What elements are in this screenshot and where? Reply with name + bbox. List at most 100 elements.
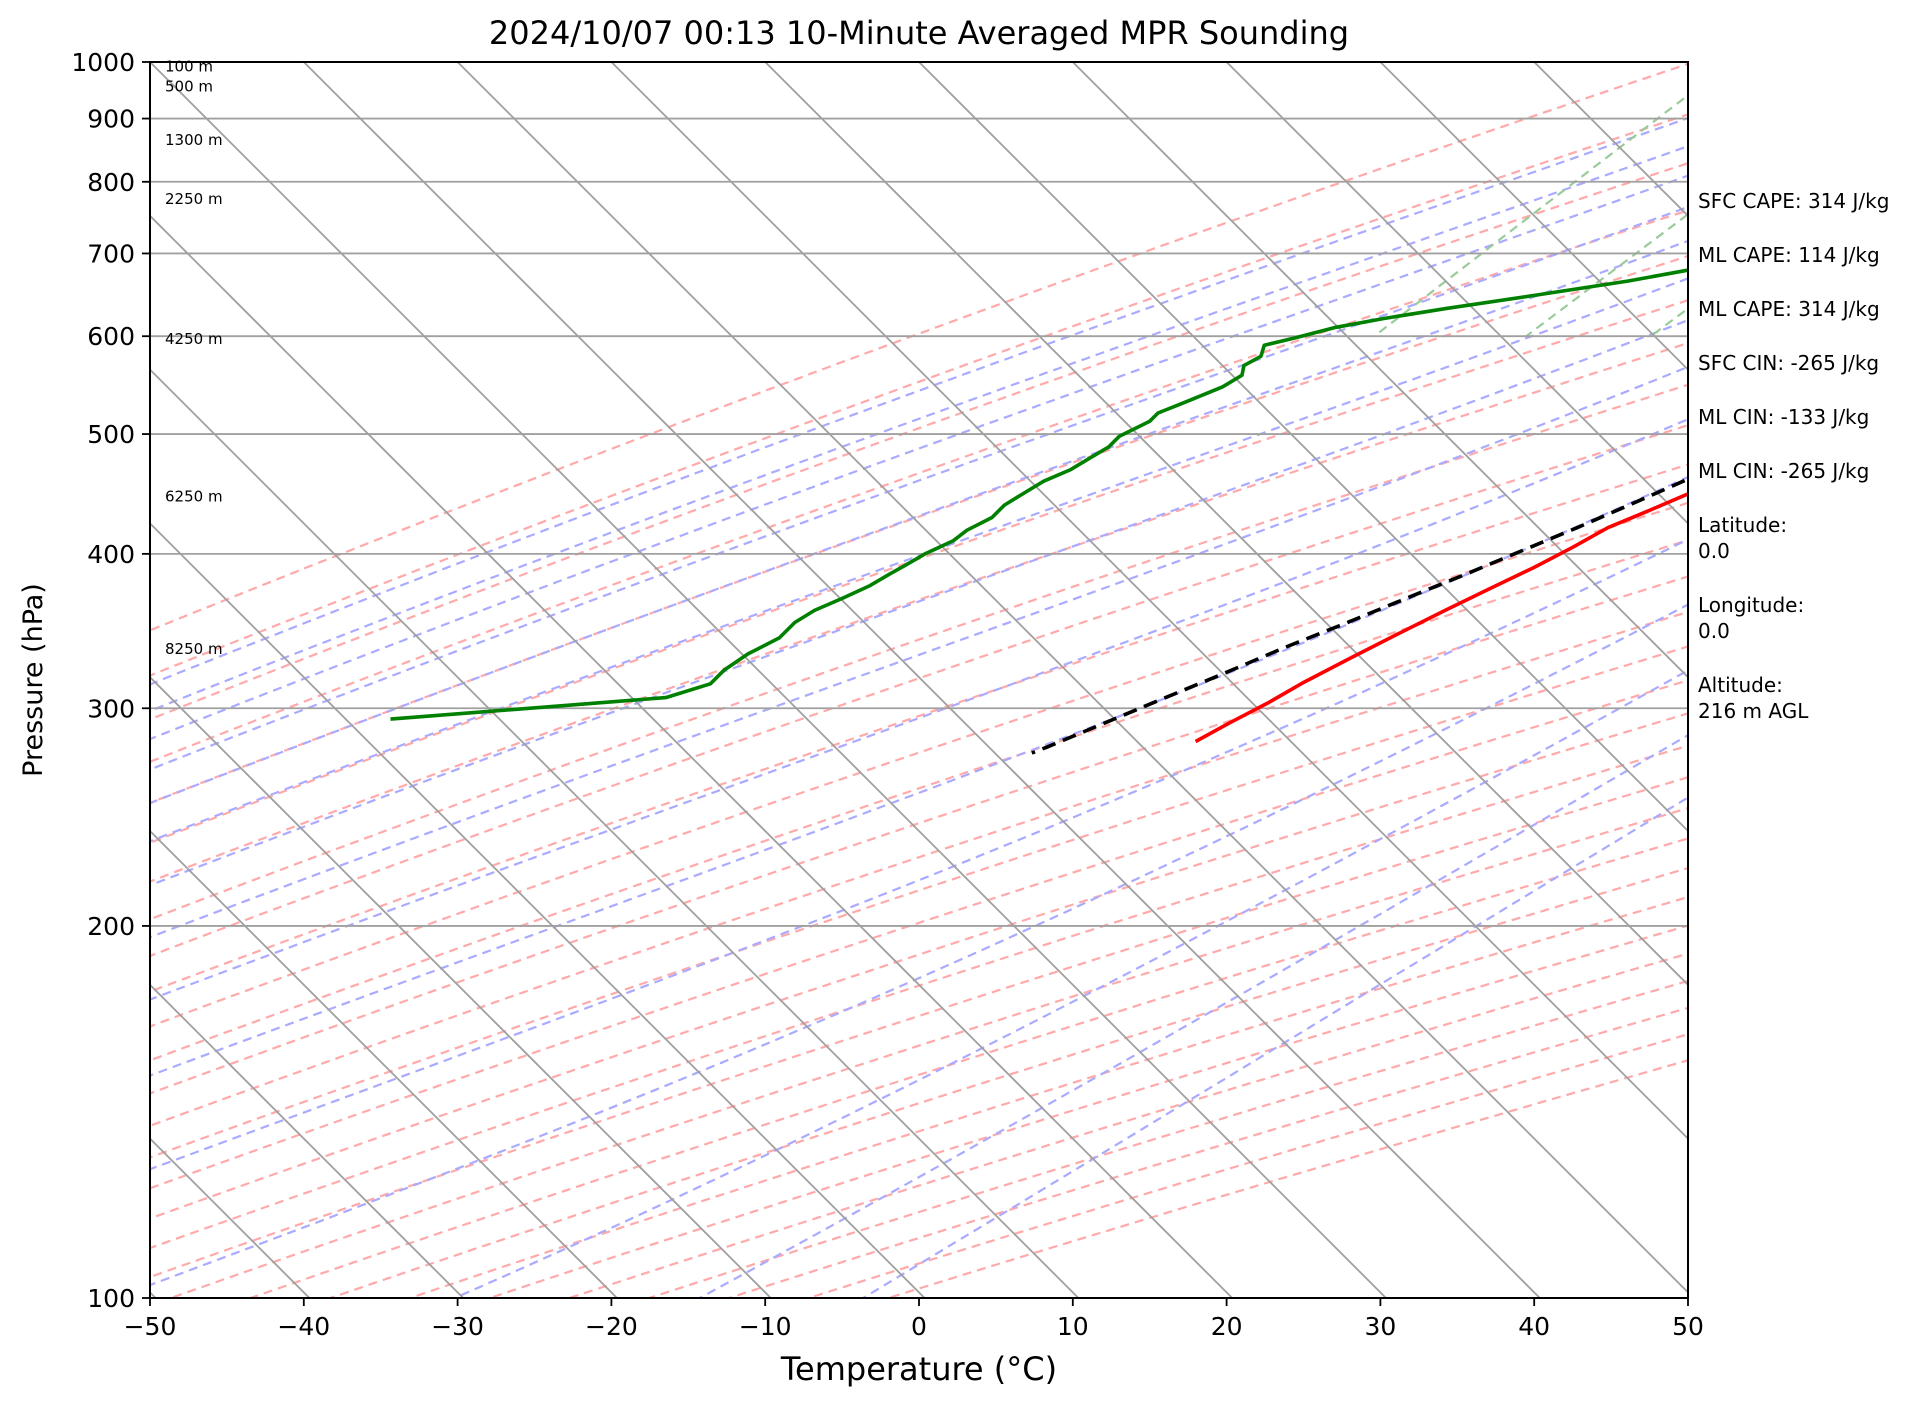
altitude-block: Altitude: 216 m AGL — [1698, 672, 1913, 724]
latitude-value: 0.0 — [1698, 539, 1730, 563]
x-tick-label: 0 — [911, 1312, 927, 1341]
isotherm-line — [456, 62, 1688, 1294]
longitude-block: Longitude: 0.0 — [1698, 592, 1913, 644]
isotherm-line — [764, 62, 1688, 987]
x-tick-label: 20 — [1211, 1312, 1243, 1341]
isotherm-line — [150, 983, 464, 1298]
x-tick-label: 30 — [1364, 1312, 1396, 1341]
height-label: 2250 m — [165, 190, 223, 208]
altitude-value: 216 m AGL — [1698, 699, 1809, 723]
x-tick-label: −50 — [124, 1312, 177, 1341]
parcel-profile-line — [1031, 477, 1688, 755]
height-label: 100 m — [165, 57, 213, 75]
x-tick-label: 10 — [1057, 1312, 1089, 1341]
altitude-label: Altitude: — [1698, 673, 1783, 697]
dry-adiabat-line — [150, 575, 1688, 1095]
dry-adiabat-line — [150, 501, 1688, 1028]
y-tick-label: 700 — [87, 239, 135, 268]
dry-adiabat-line — [150, 744, 1688, 1250]
dewpoint-profile-line — [390, 268, 1688, 721]
x-tick-label: −20 — [585, 1312, 638, 1341]
x-tick-label: 50 — [1672, 1312, 1704, 1341]
moist-adiabat-line — [150, 205, 1688, 771]
y-tick-label: 600 — [87, 322, 135, 351]
isotherm-line — [610, 62, 1688, 1140]
height-label: 500 m — [165, 78, 213, 96]
latitude-label: Latitude: — [1698, 513, 1788, 537]
ml-cin-text-2: ML CIN: -265 J/kg — [1698, 459, 1870, 483]
y-tick-label: 500 — [87, 420, 135, 449]
moist-adiabat-line — [150, 116, 1688, 686]
height-label: 6250 m — [165, 488, 223, 506]
x-tick-label: −30 — [431, 1312, 484, 1341]
isotherm-line — [1225, 62, 1688, 525]
y-tick-label: 800 — [87, 168, 135, 197]
isotherm-line — [1379, 62, 1688, 371]
height-label: 8250 m — [165, 640, 223, 658]
isotherm-line — [303, 62, 1541, 1298]
x-axis-label: Temperature (°C) — [780, 1350, 1057, 1388]
mixing-ratio-line — [1373, 93, 1688, 338]
moist-adiabat-line — [150, 145, 1688, 713]
x-tick-label: −40 — [277, 1312, 330, 1341]
moist-adiabat-line — [454, 669, 1688, 1298]
dry-adiabat-line — [150, 645, 1688, 1159]
chart-title: 2024/10/07 00:13 10-Minute Averaged MPR … — [489, 14, 1349, 52]
isotherm-line — [150, 214, 1233, 1298]
isotherm-line — [150, 675, 772, 1298]
y-tick-label: 300 — [87, 694, 135, 723]
longitude-value: 0.0 — [1698, 619, 1730, 643]
dry-adiabat-line — [150, 679, 1688, 1190]
sfc-cin-text: SFC CIN: -265 J/kg — [1698, 351, 1880, 375]
dry-adiabat-line — [150, 712, 1688, 1220]
dry-adiabat-line — [409, 895, 1688, 1298]
dry-adiabat-line — [150, 538, 1688, 1062]
dry-adiabat-line — [150, 776, 1688, 1279]
dry-adiabat-line — [150, 299, 1688, 844]
moist-adiabat-line — [150, 174, 1688, 741]
mixing-ratio-line — [1525, 212, 1688, 338]
y-tick-label: 200 — [87, 912, 135, 941]
dry-adiabat-line — [329, 866, 1688, 1298]
ml-cape-text: ML CAPE: 114 J/kg — [1698, 243, 1880, 267]
sfc-cape-text: SFC CAPE: 314 J/kg — [1698, 189, 1890, 213]
isotherm-line — [150, 829, 618, 1298]
moist-adiabat-line — [150, 239, 1688, 805]
isotherm-line — [150, 62, 1387, 1298]
dry-adiabat-line — [150, 463, 1688, 993]
dry-adiabat-line — [150, 113, 1688, 677]
y-tick-label: 100 — [87, 1284, 135, 1313]
y-tick-label: 400 — [87, 540, 135, 569]
latitude-block: Latitude: 0.0 — [1698, 512, 1913, 564]
dry-adiabat-line — [150, 341, 1688, 883]
dry-adiabat-line — [150, 424, 1688, 958]
moist-adiabat-line — [150, 365, 1688, 939]
moist-adiabat-line — [150, 277, 1688, 843]
ml-cape-text-2: ML CAPE: 314 J/kg — [1698, 297, 1880, 321]
height-label: 4250 m — [165, 330, 223, 348]
moist-adiabat-line — [150, 603, 1688, 1287]
isotherm-line — [150, 368, 1080, 1298]
isotherm-line — [918, 62, 1688, 833]
ml-cin-text: ML CIN: -133 J/kg — [1698, 405, 1870, 429]
dry-adiabat-line — [150, 62, 1688, 632]
moist-adiabat-line — [150, 318, 1688, 887]
longitude-label: Longitude: — [1698, 593, 1805, 617]
isotherm-line — [0, 62, 2, 1298]
y-tick-label: 900 — [87, 105, 135, 134]
sounding-stats-panel: SFC CAPE: 314 J/kg ML CAPE: 114 J/kg ML … — [1698, 188, 1913, 752]
dry-adiabat-line — [150, 254, 1688, 805]
x-tick-label: −10 — [739, 1312, 792, 1341]
isotherm-line — [1072, 62, 1688, 679]
y-axis-label: Pressure (hPa) — [18, 583, 49, 777]
x-tick-label: 40 — [1518, 1312, 1550, 1341]
moist-adiabat-line — [150, 475, 1688, 1077]
dry-adiabat-line — [150, 162, 1688, 721]
dry-adiabat-line — [150, 383, 1688, 921]
dry-adiabat-line — [150, 610, 1688, 1127]
temperature-profile-line — [1194, 491, 1688, 744]
isotherm-line — [150, 522, 926, 1298]
moist-adiabat-line — [150, 418, 1688, 1001]
moist-adiabat-line — [150, 538, 1688, 1171]
